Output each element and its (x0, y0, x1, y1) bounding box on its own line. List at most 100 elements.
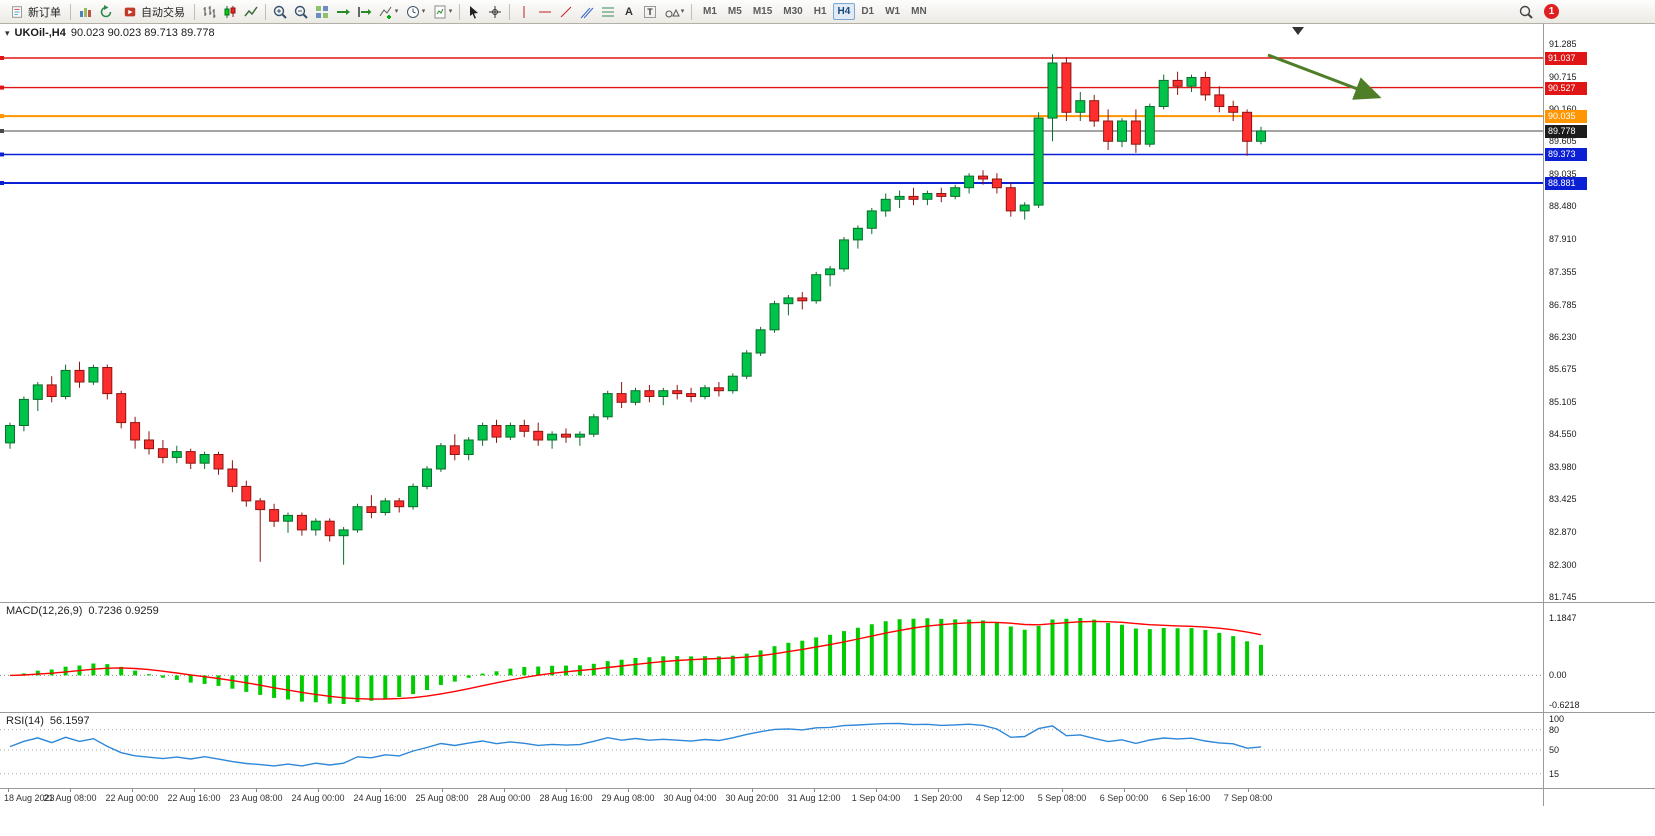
timeframe-button-mn[interactable]: MN (906, 3, 932, 20)
time-axis-tick (1062, 788, 1063, 792)
zoom-in-icon[interactable] (270, 2, 290, 22)
panel-separator[interactable] (0, 788, 1655, 789)
tile-windows-icon[interactable] (312, 2, 332, 22)
time-axis-tick (8, 788, 9, 792)
candlestick-chart-icon[interactable] (220, 2, 240, 22)
new-order-button[interactable]: 新订单 (4, 2, 66, 22)
toolbar-right-group: 1 (1516, 2, 1559, 22)
price-tag: 91.037 (1545, 51, 1587, 65)
search-icon[interactable] (1516, 2, 1536, 22)
new-order-label: 新订单 (28, 6, 61, 19)
time-axis-tick (194, 788, 195, 792)
one-click-trading-arrow-icon[interactable]: ▾ (5, 27, 10, 38)
timeframe-button-m30[interactable]: M30 (778, 3, 807, 20)
time-axis-label: 21 Aug 08:00 (43, 793, 97, 803)
autotrading-icon (122, 2, 138, 22)
auto-scroll-icon[interactable] (333, 2, 353, 22)
toolbar: 新订单 自动交易 (0, 0, 1655, 24)
periods-button[interactable]: ▾ (402, 2, 428, 22)
autotrading-button[interactable]: 自动交易 (117, 2, 190, 22)
vertical-line-tool-icon[interactable] (514, 2, 534, 22)
chart-ohlc-values: 90.023 90.023 89.713 89.778 (70, 27, 215, 39)
time-axis-label: 22 Aug 00:00 (105, 793, 159, 803)
price-axis-label: 88.480 (1549, 201, 1577, 212)
time-axis-label: 23 Aug 08:00 (229, 793, 283, 803)
time-axis-label: 5 Sep 08:00 (1037, 793, 1087, 803)
price-axis-label: 90.160 (1549, 103, 1577, 114)
time-axis-label: 24 Aug 16:00 (353, 793, 407, 803)
price-axis-label: 83.980 (1549, 462, 1577, 473)
cursor-icon[interactable] (464, 2, 484, 22)
timeframe-button-m5[interactable]: M5 (723, 3, 747, 20)
time-axis-tick (380, 788, 381, 792)
notification-badge[interactable]: 1 (1544, 4, 1559, 19)
text-label-tool-icon[interactable]: T (640, 2, 660, 22)
channel-tool-icon[interactable] (577, 2, 597, 22)
price-axis-label: 1.1847 (1549, 613, 1577, 623)
time-axis-tick (504, 788, 505, 792)
main-chart-canvas[interactable] (0, 24, 1543, 602)
timeframe-button-m15[interactable]: M15 (748, 3, 777, 20)
horizontal-line-tool-icon[interactable] (535, 2, 555, 22)
time-axis-label: 18 Aug 2023 (4, 793, 55, 803)
fibonacci-tool-icon[interactable] (598, 2, 618, 22)
timeframe-button-d1[interactable]: D1 (856, 3, 879, 20)
dropdown-caret-icon: ▾ (421, 8, 426, 15)
timeframe-button-m1[interactable]: M1 (698, 3, 722, 20)
panel-separator[interactable] (0, 602, 1655, 603)
timeframe-button-h1[interactable]: H1 (809, 3, 832, 20)
line-chart-icon[interactable] (241, 2, 261, 22)
time-axis-label: 1 Sep 04:00 (851, 793, 901, 803)
timeframe-button-w1[interactable]: W1 (880, 3, 905, 20)
shapes-button[interactable]: ▾ (661, 2, 687, 22)
toolbar-separator (459, 3, 460, 20)
templates-button[interactable]: ▾ (429, 2, 455, 22)
toolbar-separator (70, 3, 71, 20)
trendline-tool-icon[interactable] (556, 2, 576, 22)
bar-chart-icon[interactable] (199, 2, 219, 22)
rsi-indicator-canvas[interactable] (0, 712, 1543, 788)
price-axis-label: 90.715 (1549, 71, 1577, 82)
price-tag: 88.881 (1545, 177, 1587, 191)
time-axis-label: 30 Aug 20:00 (725, 793, 779, 803)
price-axis-label: 100 (1549, 714, 1565, 724)
market-watch-icon[interactable] (75, 2, 95, 22)
time-axis-tick (318, 788, 319, 792)
panel-separator[interactable] (0, 712, 1655, 713)
toolbar-separator (194, 3, 195, 20)
refresh-icon[interactable] (96, 2, 116, 22)
new-order-icon (9, 2, 25, 22)
price-tag: 89.373 (1545, 148, 1587, 162)
time-axis-label: 29 Aug 08:00 (601, 793, 655, 803)
indicators-button[interactable]: ▾ (375, 2, 401, 22)
price-axis-label: 80 (1549, 724, 1560, 735)
time-axis[interactable]: 18 Aug 2023 21 Aug 08:00 22 Aug 00:00 22 Au… (0, 788, 1543, 806)
price-axis-label: 87.910 (1549, 234, 1577, 245)
toolbar-separator (265, 3, 266, 20)
text-tool-glyph: A (625, 5, 633, 18)
timeframe-button-h4[interactable]: H4 (832, 3, 856, 20)
rsi-name: RSI(14) (6, 715, 44, 727)
time-axis-label: 7 Sep 08:00 (1223, 793, 1273, 803)
time-axis-label: 6 Sep 16:00 (1161, 793, 1211, 803)
price-axis[interactable]: 91.285 90.715 90.160 89.605 89.035 88.480 87.9… (1543, 24, 1655, 806)
crosshair-icon[interactable] (485, 2, 505, 22)
time-axis-tick (1124, 788, 1125, 792)
time-axis-tick (690, 788, 691, 792)
autotrading-label: 自动交易 (141, 6, 185, 19)
zoom-out-icon[interactable] (291, 2, 311, 22)
dropdown-caret-icon: ▾ (680, 8, 685, 15)
chart-title: ▾ UKOil-,H4 90.023 90.023 89.713 89.778 (5, 27, 215, 39)
price-axis-label: 89.035 (1549, 169, 1577, 180)
macd-values: 0.7236 0.9259 (88, 605, 159, 617)
time-axis-label: 25 Aug 08:00 (415, 793, 469, 803)
macd-label: MACD(12,26,9) 0.7236 0.9259 (6, 605, 159, 617)
chart-shift-icon[interactable] (354, 2, 374, 22)
text-tool-icon[interactable]: A (619, 2, 639, 22)
time-axis-tick (628, 788, 629, 792)
price-axis-label: 86.785 (1549, 299, 1577, 310)
price-tag: 90.035 (1545, 110, 1587, 124)
dropdown-caret-icon: ▾ (448, 8, 453, 15)
price-axis-label: 91.285 (1549, 38, 1577, 49)
macd-indicator-canvas[interactable] (0, 602, 1543, 712)
